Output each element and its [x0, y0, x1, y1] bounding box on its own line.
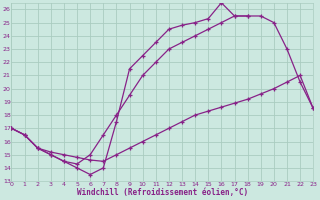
X-axis label: Windchill (Refroidissement éolien,°C): Windchill (Refroidissement éolien,°C) — [77, 188, 248, 197]
